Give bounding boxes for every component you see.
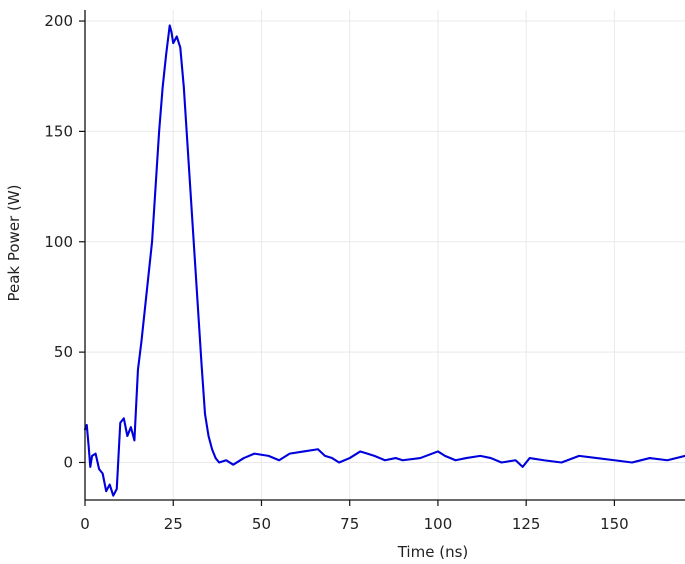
y-tick-label-1: 50 [54, 343, 73, 361]
x-tick-label-6: 150 [600, 515, 629, 533]
grid-lines [84, 10, 685, 500]
x-tick-label-2: 50 [252, 515, 271, 533]
x-tick-label-5: 125 [512, 515, 541, 533]
y-axis-label: Peak Power (W) [5, 184, 23, 301]
series-line-peak-power [83, 24, 685, 497]
x-tick-label-3: 75 [340, 515, 359, 533]
y-tick-label-0: 0 [63, 453, 73, 471]
y-tick-label-2: 100 [44, 233, 73, 251]
x-tick-label-0: 0 [80, 515, 90, 533]
x-axis-label: Time (ns) [397, 543, 469, 561]
x-tick-label-4: 100 [424, 515, 453, 533]
y-tick-label-3: 150 [44, 122, 73, 140]
x-tick-label-1: 25 [164, 515, 183, 533]
y-tick-label-4: 200 [44, 12, 73, 30]
